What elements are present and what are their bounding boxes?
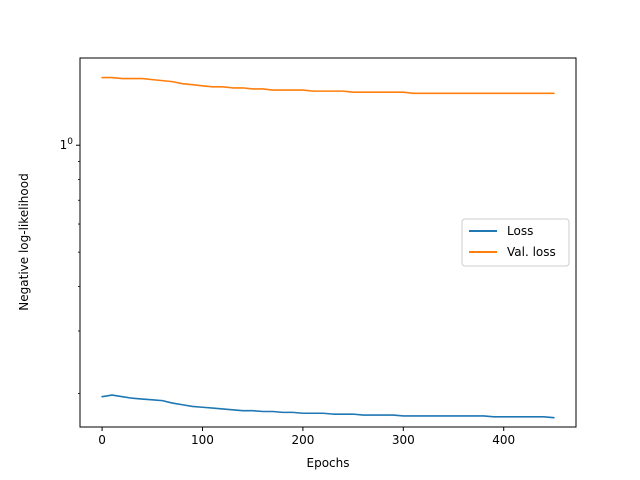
y-axis-ticks: 10	[60, 137, 80, 394]
series-layer	[101, 76, 555, 419]
legend-label-loss: Loss	[507, 224, 533, 238]
x-tick-label: 100	[191, 433, 214, 447]
x-tick-label: 200	[291, 433, 314, 447]
x-axis-label: Epochs	[307, 456, 350, 470]
legend-label-val-loss: Val. loss	[507, 245, 556, 259]
plot-frame	[79, 57, 577, 428]
x-axis-ticks: 0 100 200 300 400	[98, 427, 515, 447]
series-line-loss	[101, 394, 555, 419]
x-tick-label: 300	[392, 433, 415, 447]
x-tick-label: 400	[492, 433, 515, 447]
y-tick-label: 10	[60, 137, 74, 152]
series-line-val-loss	[101, 76, 555, 95]
legend: Loss Val. loss	[461, 218, 570, 267]
x-tick-label: 0	[98, 433, 106, 447]
y-axis-label: Negative log-likelihood	[17, 173, 31, 310]
